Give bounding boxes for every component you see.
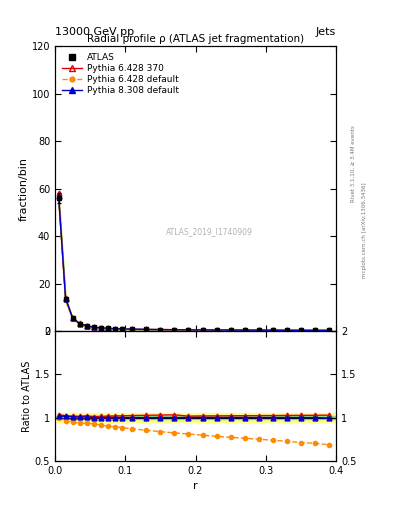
X-axis label: r: r: [193, 481, 198, 491]
Y-axis label: fraction/bin: fraction/bin: [19, 157, 29, 221]
Text: ATLAS_2019_I1740909: ATLAS_2019_I1740909: [166, 227, 253, 236]
Text: 13000 GeV pp: 13000 GeV pp: [55, 27, 134, 37]
Text: Jets: Jets: [316, 27, 336, 37]
Title: Radial profile ρ (ATLAS jet fragmentation): Radial profile ρ (ATLAS jet fragmentatio…: [87, 34, 304, 44]
Text: mcplots.cern.ch [arXiv:1306.3436]: mcplots.cern.ch [arXiv:1306.3436]: [362, 183, 367, 278]
Legend: ATLAS, Pythia 6.428 370, Pythia 6.428 default, Pythia 8.308 default: ATLAS, Pythia 6.428 370, Pythia 6.428 de…: [59, 51, 181, 97]
Y-axis label: Ratio to ATLAS: Ratio to ATLAS: [22, 360, 32, 432]
Text: Rivet 3.1.10, ≥ 3.4M events: Rivet 3.1.10, ≥ 3.4M events: [351, 125, 356, 202]
